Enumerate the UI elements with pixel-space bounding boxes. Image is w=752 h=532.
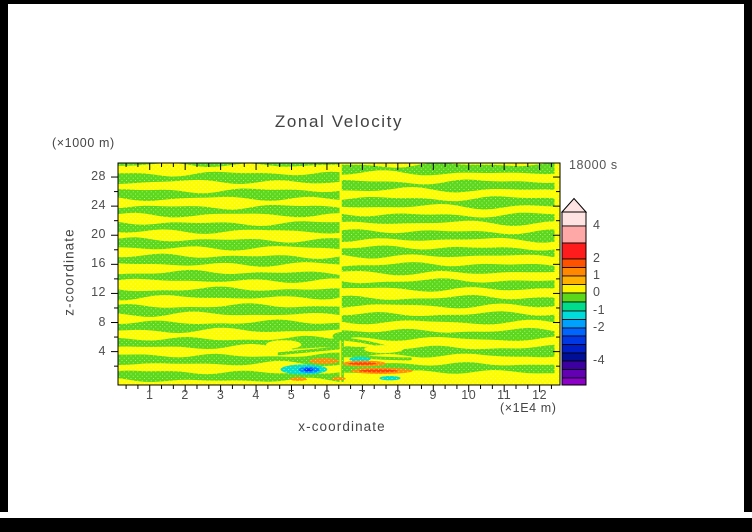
- colorbar-tick-label: -2: [593, 320, 606, 334]
- colorbar-outline: [561, 211, 587, 386]
- colorbar-segment: [561, 292, 587, 303]
- x-tick-label: 11: [497, 388, 512, 402]
- colorbar-segment: [561, 242, 587, 260]
- window-border-right: [744, 0, 752, 512]
- x-tick-label: 4: [252, 388, 260, 402]
- colorbar-segment: [561, 225, 587, 244]
- x-tick-label: 1: [145, 388, 154, 402]
- x-tick-label: 2: [181, 388, 189, 402]
- colorbar-segment: [561, 377, 587, 386]
- chart-title: Zonal Velocity: [274, 112, 404, 131]
- colorbar-tick-label: 2: [593, 251, 601, 265]
- colorbar-segment: [561, 267, 587, 277]
- window-border-top: [0, 0, 752, 4]
- x-axis-unit-label: (×1E4 m): [500, 401, 557, 415]
- colorbar-segment: [561, 275, 587, 285]
- colorbar-segment: [561, 310, 587, 320]
- x-tick-label: 8: [394, 388, 402, 402]
- colorbar-segment: [561, 335, 587, 345]
- y-tick-label: 12: [91, 285, 106, 300]
- x-tick-label: 5: [287, 388, 296, 402]
- colorbar-tick-label: 1: [593, 268, 601, 282]
- x-tick-label: 10: [461, 388, 477, 402]
- colorbar-segment: [561, 284, 587, 294]
- axis-ticks: [111, 163, 560, 392]
- colorbar-segment: [561, 211, 587, 227]
- x-tick-label: 7: [358, 388, 367, 402]
- y-tick-label: 4: [98, 343, 106, 358]
- colorbar-tick-label: -4: [593, 353, 606, 367]
- colorbar-segment: [561, 344, 587, 354]
- y-axis-unit-label: (×1000 m): [52, 136, 115, 150]
- colorbar-tick-label: -1: [593, 303, 606, 317]
- colorbar-segment: [561, 352, 587, 362]
- y-tick-label: 8: [98, 314, 106, 329]
- y-tick-label: 16: [91, 256, 106, 271]
- colorbar-segment: [561, 369, 587, 379]
- grid-dots-overlay: [118, 163, 560, 385]
- x-tick-label: 12: [532, 388, 548, 402]
- y-tick-label: 24: [91, 198, 106, 213]
- colorbar-tick-label: 0: [593, 285, 601, 299]
- x-tick-label: 6: [323, 388, 331, 402]
- y-tick-label: 20: [91, 227, 106, 242]
- y-tick-label: 28: [91, 169, 106, 184]
- colorbar-segment: [561, 319, 587, 329]
- colorbar-segment: [561, 360, 587, 370]
- timestamp-label: 18000 s: [569, 158, 618, 172]
- colorbar-arrow: [560, 197, 588, 213]
- x-tick-label: 3: [216, 388, 225, 402]
- colorbar-segment: [561, 327, 587, 337]
- colorbar: [560, 197, 588, 386]
- colorbar-segment: [561, 258, 587, 268]
- y-axis-title: z-coordinate: [61, 228, 77, 316]
- window-border-left: [0, 0, 8, 512]
- x-tick-label: 9: [429, 388, 437, 402]
- colorbar-tick-label: 4: [593, 218, 601, 232]
- colorbar-segment: [561, 301, 587, 312]
- x-axis-title: x-coordinate: [298, 419, 386, 434]
- window-border-bottom: [0, 518, 752, 532]
